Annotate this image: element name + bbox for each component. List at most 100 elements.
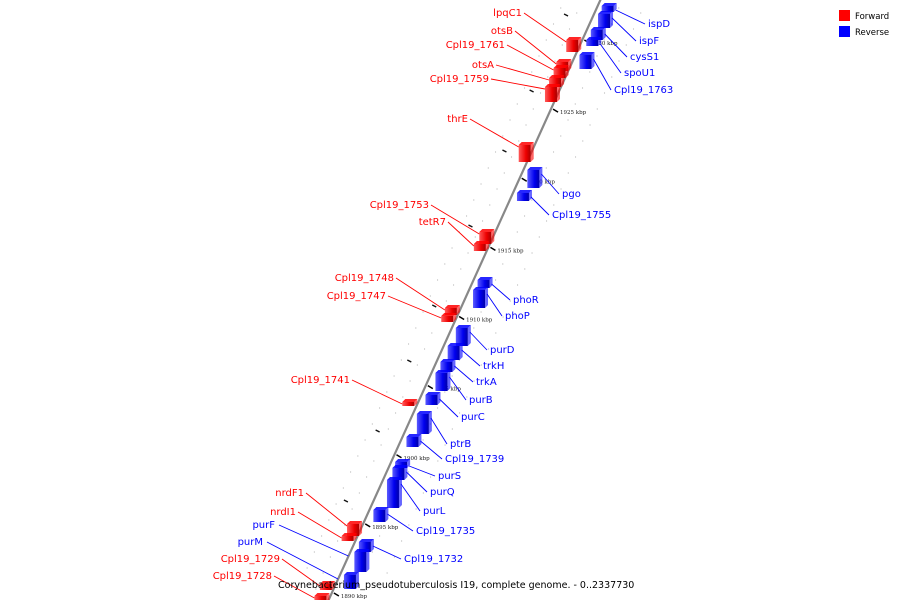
gene-label-nrdi1: nrdI1 bbox=[270, 507, 296, 518]
gene-label-ispd: ispD bbox=[648, 19, 670, 30]
gene-block-ptrb bbox=[416, 411, 432, 434]
guide-dot bbox=[444, 444, 446, 446]
gene-leader-lpqc1 bbox=[523, 12, 567, 43]
guide-dot bbox=[567, 119, 569, 121]
guide-dot bbox=[422, 439, 424, 441]
gene-block-ispf bbox=[598, 11, 614, 28]
guide-dot bbox=[394, 412, 397, 414]
gene-leader-cpl19-1728 bbox=[273, 575, 315, 599]
guide-dot bbox=[509, 247, 511, 249]
gene-block-purf bbox=[354, 549, 370, 572]
guide-dot bbox=[552, 151, 555, 153]
gene-block-cpl19-1735 bbox=[373, 507, 389, 522]
gene-leader-cpl19-1729 bbox=[281, 558, 321, 587]
gene-leader-trkh bbox=[461, 349, 481, 367]
guide-dot bbox=[509, 300, 511, 302]
guide-dot bbox=[415, 508, 417, 510]
guide-dot bbox=[422, 311, 424, 313]
guide-dot bbox=[364, 439, 366, 441]
gene-block-cpl19-1729 bbox=[319, 581, 335, 590]
gene-label-purs: purS bbox=[438, 471, 461, 482]
guide-dot bbox=[328, 519, 330, 521]
gene-leader-trka bbox=[454, 365, 474, 383]
gene-label-purb: purB bbox=[469, 395, 493, 406]
guide-dot bbox=[561, 44, 563, 46]
gene-block-cpl19-1755 bbox=[516, 190, 532, 201]
marker-dash bbox=[502, 149, 507, 153]
gene-block-spou1 bbox=[586, 37, 602, 46]
gene-block-purc bbox=[425, 392, 441, 405]
guide-dot bbox=[299, 583, 301, 585]
guide-dot bbox=[313, 551, 315, 553]
marker-dash bbox=[468, 224, 473, 228]
gene-leader-ispf bbox=[611, 17, 637, 42]
guide-dot bbox=[473, 199, 475, 201]
gene-label-cpl19-1728: Cpl19_1728 bbox=[213, 571, 272, 582]
marker-dash bbox=[407, 359, 412, 363]
gene-leader-ptrb bbox=[430, 417, 448, 445]
gene-leader-cpl19-1753 bbox=[430, 204, 480, 235]
gene-label-lpqc1: lpqC1 bbox=[493, 8, 522, 19]
gene-block-pgo bbox=[527, 167, 543, 188]
legend-reverse-label: Reverse bbox=[855, 28, 889, 38]
guide-dot bbox=[611, 76, 613, 78]
gene-label-cpl19-1759: Cpl19_1759 bbox=[430, 74, 489, 85]
guide-dot bbox=[560, 188, 562, 190]
gene-block-cpl19-1761 bbox=[553, 65, 569, 78]
gene-label-phor: phoR bbox=[513, 295, 539, 306]
guide-dot bbox=[337, 540, 339, 542]
guide-dot bbox=[581, 87, 584, 89]
guide-dot bbox=[393, 375, 395, 377]
gene-label-purd: purD bbox=[490, 345, 515, 356]
guide-dot bbox=[596, 108, 598, 110]
gene-leader-spou1 bbox=[599, 43, 622, 74]
guide-dot bbox=[451, 428, 453, 430]
marker-dash bbox=[343, 499, 349, 503]
guide-dot bbox=[431, 332, 433, 334]
guide-dot bbox=[625, 44, 627, 46]
guide-dot bbox=[510, 156, 513, 158]
gene-leader-cpl19-1741 bbox=[351, 379, 403, 405]
gene-block-trkh bbox=[447, 343, 463, 360]
guide-dot bbox=[618, 60, 620, 62]
guide-dot bbox=[589, 124, 591, 126]
gene-leader-cpl19-1747 bbox=[387, 295, 442, 319]
gene-label-cpl19-1753: Cpl19_1753 bbox=[370, 200, 429, 211]
guide-dot bbox=[386, 391, 388, 393]
guide-dot bbox=[400, 359, 402, 361]
guide-dot bbox=[487, 348, 490, 350]
gene-block-thre bbox=[518, 142, 534, 162]
guide-dot bbox=[582, 140, 584, 142]
scale-tick-label: 1900 kbp bbox=[404, 456, 431, 462]
guide-dot bbox=[502, 263, 504, 265]
legend-forward-label: Forward bbox=[855, 12, 889, 22]
gene-block-cpl19-1763 bbox=[579, 52, 595, 69]
guide-dot bbox=[589, 71, 591, 73]
gene-label-cpl19-1747: Cpl19_1747 bbox=[327, 291, 386, 302]
guide-dot bbox=[567, 172, 569, 174]
gene-block-trka bbox=[440, 359, 456, 372]
gene-leader-phop bbox=[486, 293, 503, 317]
gene-label-nrdf1: nrdF1 bbox=[275, 488, 304, 499]
gene-label-cpl19-1761: Cpl19_1761 bbox=[446, 40, 505, 51]
guide-dot bbox=[379, 535, 381, 537]
guide-dot bbox=[603, 39, 605, 41]
guide-dot bbox=[576, 12, 578, 14]
gene-leader-cpl19-1739 bbox=[420, 440, 443, 460]
guide-dot bbox=[473, 327, 475, 329]
guide-dot bbox=[452, 284, 455, 286]
gene-features: lpqC1 otsB Cpl19_1761 otsA Cpl19_1759 thrE Cpl… bbox=[213, 3, 673, 600]
gene-block-purd bbox=[455, 325, 471, 346]
guide-dot bbox=[525, 124, 527, 126]
gene-leader-purq bbox=[406, 471, 428, 493]
gene-label-purl: purL bbox=[423, 506, 446, 517]
guide-dot bbox=[465, 215, 468, 217]
guide-dot bbox=[552, 23, 555, 25]
gene-label-cpl19-1763: Cpl19_1763 bbox=[614, 85, 673, 96]
gene-block-ispd bbox=[601, 3, 617, 12]
gene-block-cpl19-1739 bbox=[406, 434, 422, 447]
scale-tick bbox=[521, 177, 528, 182]
guide-dot bbox=[466, 396, 468, 398]
guide-dot bbox=[516, 231, 518, 233]
guide-dot bbox=[451, 247, 453, 249]
